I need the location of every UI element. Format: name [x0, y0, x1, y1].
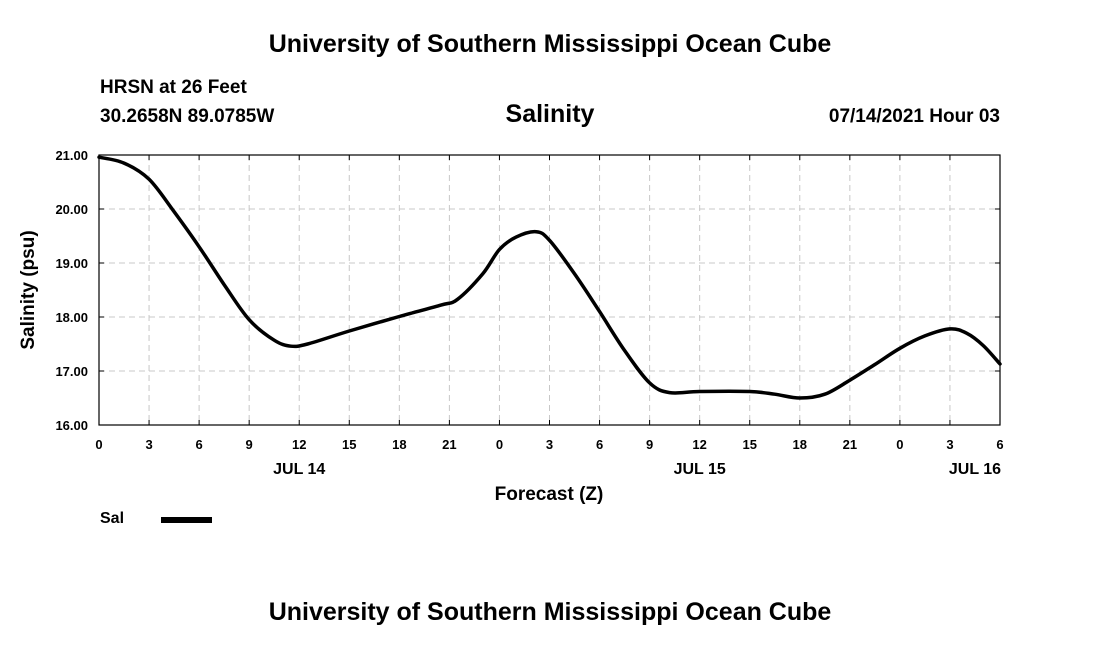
station-label: HRSN at 26 Feet — [100, 77, 247, 98]
x-tick-label: 0 — [95, 437, 102, 452]
x-tick-label: 0 — [496, 437, 503, 452]
grid-lines — [99, 155, 1000, 425]
x-axis-label: Forecast (Z) — [495, 484, 604, 505]
series-layer — [97, 155, 1002, 400]
x-date-label: JUL 16 — [949, 461, 1001, 478]
y-axis-label: Salinity (psu) — [18, 230, 39, 349]
y-tick-label: 19.00 — [55, 256, 88, 271]
y-tick-label: 17.00 — [55, 364, 88, 379]
x-tick-label: 21 — [442, 437, 456, 452]
y-tick-label: 21.00 — [55, 148, 88, 163]
legend-label-sal: Sal — [100, 510, 125, 527]
y-tick-label: 18.00 — [55, 310, 88, 325]
x-tick-label: 18 — [793, 437, 807, 452]
forecast-datetime: 07/14/2021 Hour 03 — [828, 106, 1000, 127]
report-title-bottom: University of Southern Mississippi Ocean… — [268, 598, 832, 626]
x-tick-label: 9 — [246, 437, 253, 452]
legend-swatch-sal — [161, 517, 212, 523]
x-tick-label: 9 — [646, 437, 653, 452]
x-tick-label: 21 — [843, 437, 857, 452]
series-line-sal — [97, 155, 1002, 400]
x-tick-label: 15 — [742, 437, 756, 452]
x-date-label: JUL 15 — [674, 461, 726, 478]
x-tick-label: 15 — [342, 437, 356, 452]
axis-tick-labels: 0 3 6 9 12 15 18 21 0 3 6 9 12 15 18 21 0 3 6 JUL 14 JUL 15 J… — [55, 148, 1003, 478]
report-title-top: University of Southern Mississippi Ocean… — [268, 30, 832, 58]
x-tick-label: 12 — [692, 437, 706, 452]
station-coordinates: 30.2658N 89.0785W — [100, 106, 275, 127]
x-tick-label: 6 — [996, 437, 1003, 452]
x-tick-label: 3 — [546, 437, 553, 452]
chart-title: Salinity — [505, 100, 595, 128]
x-tick-label: 12 — [292, 437, 306, 452]
axis-ticks — [98, 154, 1001, 426]
x-tick-label: 0 — [896, 437, 903, 452]
x-tick-label: 3 — [946, 437, 953, 452]
y-tick-label: 20.00 — [55, 202, 88, 217]
x-tick-label: 6 — [596, 437, 603, 452]
x-tick-label: 3 — [145, 437, 152, 452]
x-date-label: JUL 14 — [273, 461, 325, 478]
x-tick-label: 18 — [392, 437, 406, 452]
y-tick-label: 16.00 — [55, 418, 88, 433]
x-tick-label: 6 — [195, 437, 202, 452]
